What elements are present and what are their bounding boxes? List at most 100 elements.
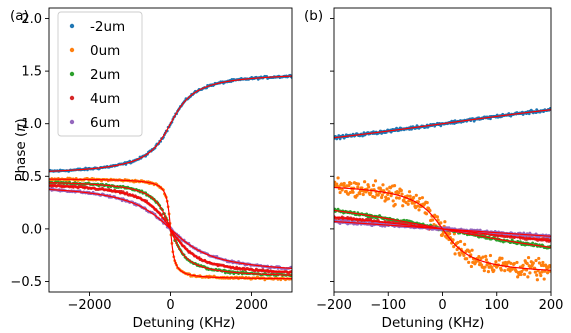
point-0um — [458, 253, 462, 257]
point-0um — [456, 240, 460, 245]
legend-marker-0um — [69, 47, 75, 53]
point-0um — [503, 269, 507, 273]
point-0um — [528, 271, 532, 275]
point-0um — [380, 193, 384, 197]
point-0um — [373, 195, 377, 199]
point-0um — [439, 221, 443, 225]
point-0um — [411, 195, 416, 200]
point-0um — [363, 180, 367, 184]
y-axis-label-a: Phase (π) — [13, 118, 29, 181]
point-0um — [525, 261, 529, 266]
point-0um — [349, 181, 353, 186]
point-0um — [416, 204, 420, 208]
point-0um — [452, 245, 456, 249]
point-0um — [482, 269, 486, 273]
point-0um — [541, 260, 545, 265]
point-0um — [469, 264, 474, 269]
point-0um — [417, 208, 421, 212]
point-0um — [535, 273, 539, 277]
panel-a-label: (a) — [10, 8, 29, 24]
plot-b: −200 −100 0 100 200 — [316, 7, 563, 313]
point-0um — [340, 188, 344, 192]
point-0um — [405, 194, 410, 198]
point-0um — [483, 265, 487, 269]
point-0um — [488, 253, 493, 258]
legend-marker-6um — [69, 119, 75, 125]
point-0um — [356, 185, 360, 189]
point-0um — [369, 191, 373, 195]
point-0um — [535, 278, 539, 282]
point-0um — [521, 263, 525, 267]
axes-frame — [333, 7, 552, 293]
point-0um — [394, 196, 399, 200]
point--2um — [439, 124, 443, 128]
point-0um — [526, 255, 531, 260]
point-6um — [368, 221, 372, 224]
point-0um — [414, 193, 418, 197]
point-0um — [391, 199, 395, 203]
point--2um — [395, 126, 398, 130]
point-0um — [397, 191, 401, 195]
point-0um — [400, 192, 404, 196]
point-0um — [418, 196, 422, 201]
point--2um — [527, 112, 531, 116]
point-0um — [408, 194, 412, 198]
point-0um — [385, 187, 389, 191]
plot-a: −2000 0 2000 −0.5 0.0 0.5 1.0 1.5 2.0 — [10, 7, 293, 313]
point-0um — [371, 183, 376, 187]
point-0um — [537, 256, 541, 261]
x-tick-label: 2000 — [235, 298, 268, 313]
point-0um — [453, 252, 457, 256]
point-0um — [537, 261, 542, 265]
point-0um — [407, 190, 412, 194]
point-0um — [401, 204, 405, 208]
legend-label-6um: 6um — [90, 115, 120, 131]
panel-b: (b) −200 −100 0 100 200 Detuning (KHz) — [304, 7, 563, 331]
point-0um — [338, 190, 342, 195]
legend-marker-4um — [69, 95, 75, 101]
y-tick-label: 1.5 — [21, 65, 42, 80]
point--2um — [489, 117, 492, 121]
point-0um — [539, 273, 543, 278]
x-tick-label: −200 — [316, 298, 352, 313]
point-0um — [492, 268, 496, 272]
point-0um — [465, 257, 469, 261]
panel-b-label: (b) — [304, 8, 323, 24]
point-0um — [428, 208, 432, 213]
point-0um — [467, 250, 471, 254]
point-0um — [424, 212, 429, 216]
point-0um — [380, 195, 384, 200]
point-0um — [522, 272, 527, 276]
point-0um — [484, 258, 488, 262]
point-0um — [484, 254, 488, 258]
point-0um — [393, 202, 397, 207]
point-0um — [467, 260, 471, 265]
point-0um — [356, 182, 361, 186]
point-6um — [522, 231, 526, 235]
point-0um — [473, 260, 478, 265]
point-0um — [443, 220, 447, 224]
point-0um — [509, 261, 513, 265]
x-tick-label: 100 — [484, 298, 509, 313]
point-0um — [515, 260, 519, 265]
point-0um — [435, 215, 439, 219]
point-0um — [351, 190, 355, 194]
point-0um — [431, 218, 435, 222]
point-0um — [500, 256, 504, 260]
legend-label-2um: 2um — [90, 67, 120, 83]
point-0um — [392, 184, 397, 188]
point-0um — [470, 248, 474, 252]
point-0um — [448, 231, 452, 236]
fit-curve-6um — [49, 188, 292, 269]
point-0um — [342, 181, 346, 186]
point-0um — [463, 242, 467, 246]
point-0um — [420, 196, 425, 200]
point-0um — [540, 270, 544, 274]
fit-curve--2um — [334, 109, 551, 139]
point-0um — [499, 268, 503, 272]
y-tick-label: −0.5 — [10, 275, 42, 290]
y-tick-label: 0.0 — [21, 222, 42, 237]
point-6um — [344, 219, 348, 223]
point-0um — [520, 269, 524, 274]
